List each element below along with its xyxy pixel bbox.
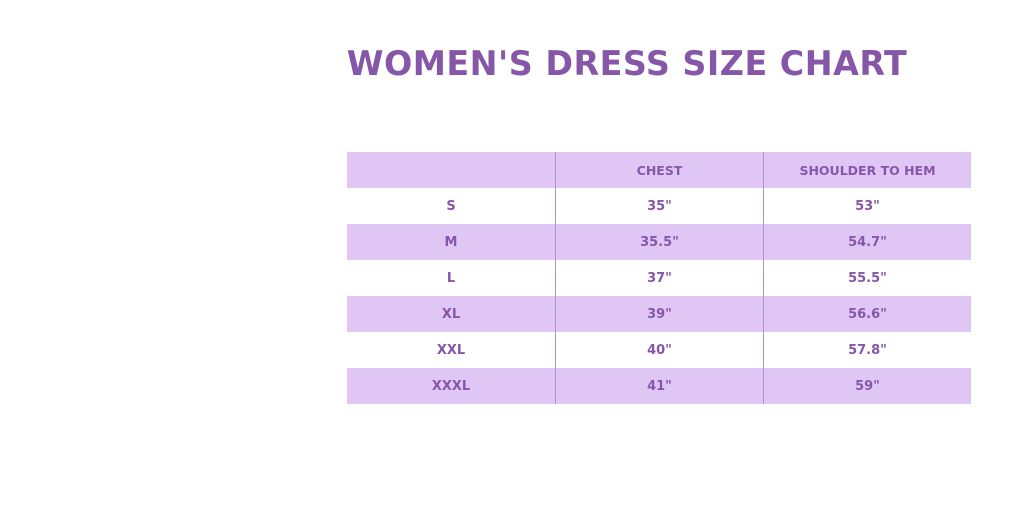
- size-cell: M: [444, 234, 458, 250]
- size-cell: XXXL: [431, 378, 471, 394]
- table-row: L 37" 55.5": [347, 260, 971, 296]
- size-cell: L: [446, 270, 456, 286]
- value-cell: 53": [763, 188, 971, 224]
- size-cell: S: [446, 198, 456, 214]
- table-row: M 35.5" 54.7": [347, 224, 971, 260]
- value-cell: 55.5": [763, 260, 971, 296]
- size-cell: XXL: [436, 342, 466, 358]
- table-row: S 35" 53": [347, 188, 971, 224]
- value-cell: CHEST: [555, 152, 763, 188]
- value-cell: 39": [555, 296, 763, 332]
- value-cell: 57.8": [763, 332, 971, 368]
- value-cell: SHOULDER TO HEM: [763, 152, 971, 188]
- table-header: CHEST SHOULDER TO HEM: [347, 152, 971, 188]
- size-table: CHEST SHOULDER TO HEM S 35" 53" M 35.5" 54.7" L 3…: [347, 152, 971, 404]
- value-cell: 56.6": [763, 296, 971, 332]
- table-row: XXL 40" 57.8": [347, 332, 971, 368]
- size-cell: [347, 152, 555, 188]
- page-title: WOMEN'S DRESS SIZE CHART: [346, 44, 908, 84]
- value-cell: 35": [555, 188, 763, 224]
- value-cell: 35.5": [555, 224, 763, 260]
- value-cell: 54.7": [763, 224, 971, 260]
- value-cell: 40": [555, 332, 763, 368]
- table-row: XL 39" 56.6": [347, 296, 971, 332]
- value-cell: 37": [555, 260, 763, 296]
- size-cell: XL: [441, 306, 461, 322]
- value-cell: 59": [763, 368, 971, 404]
- table-row: XXXL 41" 59": [347, 368, 971, 404]
- value-cell: 41": [555, 368, 763, 404]
